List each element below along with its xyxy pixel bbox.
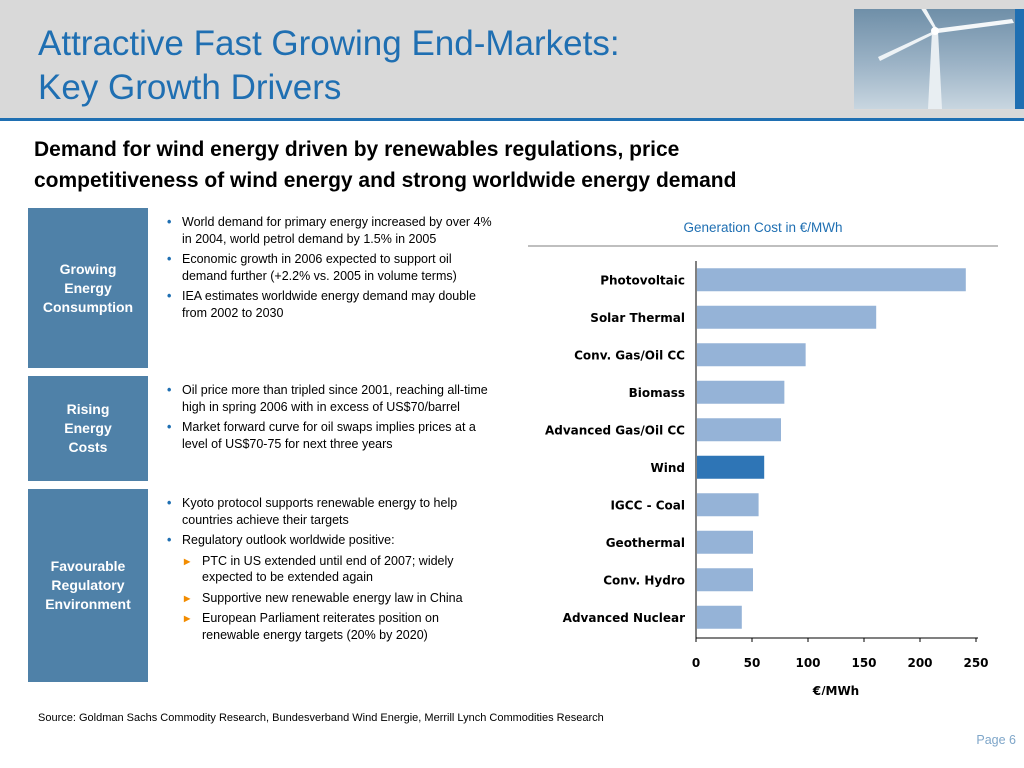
wind-turbine-photo [854,9,1015,109]
bullet-item: Kyoto protocol supports renewable energy… [162,495,497,528]
bar-biomass [697,380,785,404]
subtitle-line-1: Demand for wind energy driven by renewab… [34,138,680,161]
x-tick-label: 50 [744,656,761,670]
section-label-line: Energy [64,420,112,436]
category-label: Advanced Nuclear [563,611,685,625]
section-label-growing-energy-consumption: Growing Energy Consumption [28,208,148,368]
wind-turbine-icon [878,9,1014,109]
title-line-1: Attractive Fast Growing End-Markets: [38,24,620,63]
bullet-item: Regulatory outlook worldwide positive: [162,532,497,549]
section-label-line: Favourable [50,558,126,574]
subtitle-line-2: competitiveness of wind energy and stron… [34,169,737,192]
section-label-line: Regulatory [51,577,125,593]
section-label-line: Energy [64,279,112,296]
bar-advanced-gas-oil-cc [697,418,781,442]
bar-photovoltaic [697,268,966,292]
section-label-line: Rising [66,401,110,417]
header-divider [0,118,1024,121]
section-label-line: Growing [59,260,117,277]
chart-title: Generation Cost in €/MWh [683,220,843,235]
bar-solar-thermal [697,305,877,329]
title-line-2: Key Growth Drivers [38,68,342,107]
bar-conv-hydro [697,568,753,592]
sub-bullet-item: Supportive new renewable energy law in C… [162,590,497,606]
x-axis-label: €/MWh [812,684,859,695]
bar-advanced-nuclear [697,605,742,629]
category-label: Conv. Gas/Oil CC [574,348,685,362]
bullet-list-regulatory: Kyoto protocol supports renewable energy… [162,495,497,647]
category-label: Conv. Hydro [603,573,685,587]
x-tick-label: 100 [795,656,820,670]
section-label-favourable-regulatory-environment: Favourable Regulatory Environment [28,489,148,682]
bullet-item: Oil price more than tripled since 2001, … [162,382,497,415]
section-label-rising-energy-costs: Rising Energy Costs [28,376,148,481]
bullet-item: World demand for primary energy increase… [162,214,497,247]
page-number: Page 6 [976,733,1016,747]
category-label: IGCC - Coal [610,498,685,512]
generation-cost-chart: Photovoltaic Solar Thermal Conv. Gas/Oil C… [545,261,989,695]
subtitle: Demand for wind energy driven by renewab… [34,134,974,196]
bar-wind [697,455,765,479]
bullet-item: Economic growth in 2006 expected to supp… [162,251,497,284]
bar-igcc-coal [697,493,759,517]
category-label: Biomass [629,386,685,400]
category-label: Solar Thermal [590,311,685,325]
bar-geothermal [697,530,753,554]
source-note: Source: Goldman Sachs Commodity Research… [38,712,604,724]
bar-conv-gas-oil-cc [697,343,806,367]
bullet-list-energy-consumption: World demand for primary energy increase… [162,214,497,325]
sub-bullet-item: European Parliament reiterates position … [162,610,497,643]
sub-bullet-item: PTC in US extended until end of 2007; wi… [162,553,497,586]
chart-title-rule [528,245,998,247]
category-label: Wind [651,461,685,475]
section-label-line: Environment [45,596,131,612]
bullet-item: Market forward curve for oil swaps impli… [162,419,497,452]
x-tick-label: 150 [851,656,876,670]
section-label-line: Costs [68,439,108,455]
x-tick-label: 250 [963,656,988,670]
x-tick-label: 0 [692,656,700,670]
x-tick-label: 200 [907,656,932,670]
bullet-list-energy-costs: Oil price more than tripled since 2001, … [162,382,497,456]
category-label: Photovoltaic [600,273,685,287]
header-band [0,0,1024,118]
bullet-item: IEA estimates worldwide energy demand ma… [162,288,497,321]
category-label: Advanced Gas/Oil CC [545,423,685,437]
header-accent-bar [1015,9,1024,109]
section-label-line: Consumption [42,298,134,315]
category-label: Geothermal [606,536,685,550]
page-title: Attractive Fast Growing End-Markets: Key… [38,22,798,110]
